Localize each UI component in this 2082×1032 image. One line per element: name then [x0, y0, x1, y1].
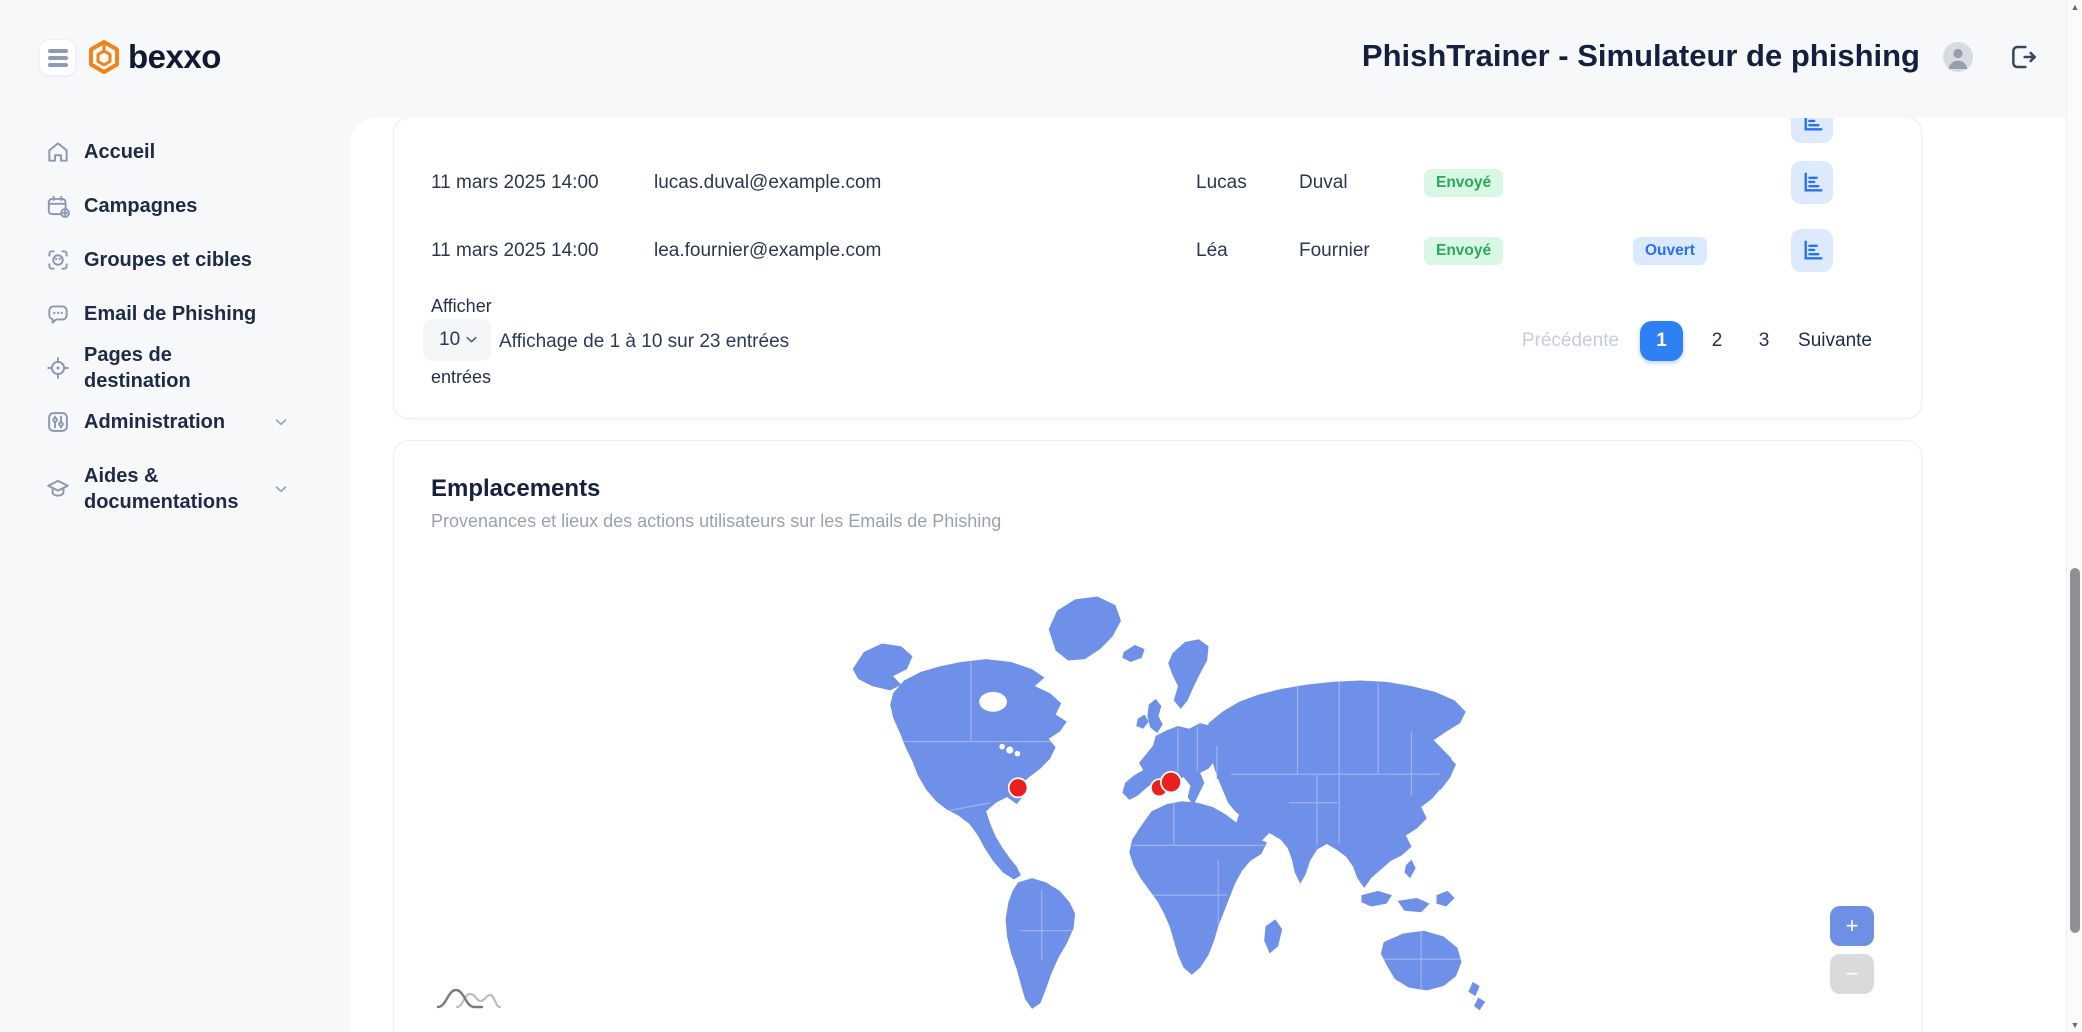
- main-content-panel: 11 mars 2025 14:00 lucas.duval@example.c…: [350, 118, 2066, 1032]
- scrollbar-up-arrow-icon[interactable]: ▲: [2070, 2, 2080, 12]
- scrollbar-down-arrow-icon[interactable]: ▼: [2070, 1020, 2080, 1030]
- cell-date: 11 mars 2025 14:00: [431, 240, 599, 261]
- bexxo-hexagon-icon: [88, 40, 120, 74]
- cell-date: 11 mars 2025 14:00: [431, 172, 599, 193]
- map-markers: [1007, 770, 1182, 799]
- page-size-select[interactable]: 10: [423, 319, 491, 361]
- graduation-icon: [45, 476, 71, 502]
- campaign-results-card: 11 mars 2025 14:00 lucas.duval@example.c…: [393, 118, 1922, 419]
- pagination-page-3[interactable]: 3: [1758, 330, 1770, 351]
- card-subtitle: Provenances et lieux des actions utilisa…: [431, 511, 1002, 531]
- pagination-next[interactable]: Suivante: [1798, 330, 1872, 351]
- marker-north-america[interactable]: [1007, 777, 1029, 799]
- cell-email: lucas.duval@example.com: [654, 172, 882, 193]
- chevron-down-icon: [463, 331, 480, 348]
- brand-logo[interactable]: bexxo: [88, 38, 221, 76]
- status-badge-sent: Envoyé: [1424, 237, 1504, 265]
- chevron-down-icon: [272, 480, 290, 498]
- calendar-icon: [45, 193, 71, 219]
- chat-icon: [45, 301, 71, 327]
- world-map[interactable]: [811, 561, 1506, 1016]
- card-title: Emplacements: [431, 475, 601, 502]
- amcharts-logo-icon[interactable]: [436, 986, 502, 1010]
- chevron-down-icon: [272, 413, 290, 431]
- menu-icon: [47, 48, 68, 53]
- pagination: Précédente 1 2 3 Suivante: [1522, 321, 1872, 361]
- sidebar-item-email-de-phishing[interactable]: Email de Phishing: [0, 294, 350, 334]
- sidebar-item-aides-documentations[interactable]: Aides & documentations: [0, 455, 350, 523]
- sidebar-item-campagnes[interactable]: Campagnes: [0, 186, 350, 226]
- sidebar-item-groupes-et-cibles[interactable]: Groupes et cibles: [0, 240, 350, 280]
- table-row[interactable]: 11 mars 2025 14:00 lea.fournier@example.…: [394, 217, 1921, 285]
- home-icon: [45, 139, 71, 165]
- pagination-previous[interactable]: Précédente: [1521, 330, 1620, 351]
- map-land: [852, 596, 1486, 1011]
- logout-icon[interactable]: [2006, 41, 2038, 73]
- group-scan-icon: [45, 247, 71, 273]
- page-scrollbar[interactable]: ▲ ▼: [2066, 0, 2082, 1032]
- row-stats-button[interactable]: [1791, 229, 1833, 272]
- pagination-page-2[interactable]: 2: [1711, 330, 1723, 351]
- sidebar-toggle-button[interactable]: [39, 39, 76, 76]
- page-title: PhishTrainer - Simulateur de phishing: [1361, 38, 1920, 73]
- cell-first-name: Léa: [1196, 240, 1228, 261]
- cell-last-name: Duval: [1299, 172, 1348, 193]
- table-row[interactable]: 11 mars 2025 14:00 lucas.duval@example.c…: [394, 149, 1921, 217]
- cell-last-name: Fournier: [1299, 240, 1370, 261]
- map-zoom-in-button[interactable]: +: [1830, 906, 1874, 946]
- map-lakes: [979, 691, 1021, 757]
- sidebar-item-administration[interactable]: Administration: [0, 402, 350, 442]
- cell-email: lea.fournier@example.com: [654, 240, 882, 261]
- page-size-value: 10: [439, 329, 461, 350]
- pagination-summary: Affichage de 1 à 10 sur 23 entrées: [499, 331, 790, 352]
- marker-europe-front[interactable]: [1160, 770, 1182, 794]
- page-size-label-after: entrées: [431, 367, 492, 387]
- emplacements-card: Emplacements Provenances et lieux des ac…: [393, 440, 1922, 1032]
- sidebar-item-pages-de-destination[interactable]: Pages de destination: [0, 344, 350, 392]
- target-icon: [45, 355, 71, 381]
- page-size-label-before: Afficher: [431, 296, 492, 316]
- brand-name: bexxo: [128, 38, 221, 75]
- map-zoom-out-button[interactable]: −: [1830, 954, 1874, 994]
- user-avatar-icon[interactable]: [1943, 42, 1973, 72]
- sliders-icon: [45, 409, 71, 435]
- pagination-page-1[interactable]: 1: [1640, 321, 1684, 361]
- status-badge-sent: Envoyé: [1424, 169, 1504, 197]
- cell-first-name: Lucas: [1196, 172, 1247, 193]
- status-badge-opened: Ouvert: [1633, 237, 1707, 265]
- scrollbar-thumb[interactable]: [2070, 568, 2080, 933]
- row-stats-button-partial[interactable]: [1791, 118, 1833, 143]
- row-stats-button[interactable]: [1791, 161, 1833, 204]
- sidebar-item-accueil[interactable]: Accueil: [0, 132, 350, 172]
